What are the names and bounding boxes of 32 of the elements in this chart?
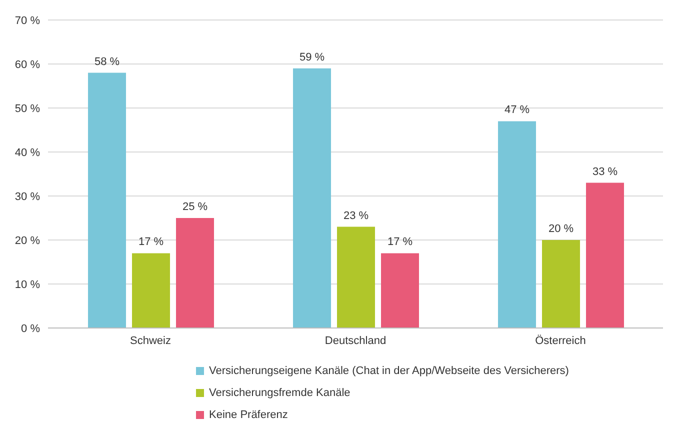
y-tick-label: 30 % — [14, 190, 40, 203]
y-tick-label: 70 % — [14, 14, 40, 27]
bar — [132, 253, 170, 328]
data-label: 20 % — [548, 223, 574, 235]
bar — [498, 121, 536, 328]
y-tick-label: 10 % — [14, 278, 40, 291]
data-label: 58 % — [94, 56, 120, 68]
legend-label: Versicherungsfremde Kanäle — [209, 387, 350, 399]
bar — [88, 72, 126, 328]
x-tick-label: Schweiz — [130, 334, 171, 347]
bar — [293, 68, 331, 328]
y-tick-label: 50 % — [14, 102, 40, 115]
data-label: 25 % — [182, 201, 208, 213]
data-label: 33 % — [592, 166, 618, 178]
x-tick-label: Deutschland — [324, 334, 386, 347]
bar — [337, 226, 375, 328]
x-tick-label: Österreich — [535, 334, 586, 347]
data-label: 17 % — [138, 236, 164, 248]
bar — [542, 240, 580, 328]
y-tick-label: 0 % — [21, 322, 40, 335]
data-label: 23 % — [343, 210, 369, 222]
legend-label: Versicherungseigene Kanäle (Chat in der App/Webseite des Versicherers) — [209, 365, 569, 377]
legend-label: Keine Präferenz — [209, 409, 288, 421]
data-label: 17 % — [387, 236, 413, 248]
bar — [586, 182, 624, 328]
data-label: 47 % — [504, 104, 530, 116]
y-tick-label: 20 % — [14, 234, 40, 247]
y-tick-label: 40 % — [14, 146, 40, 159]
data-label: 59 % — [299, 51, 325, 64]
bar — [381, 253, 419, 328]
bar — [176, 218, 214, 328]
y-tick-label: 60 % — [14, 58, 40, 71]
